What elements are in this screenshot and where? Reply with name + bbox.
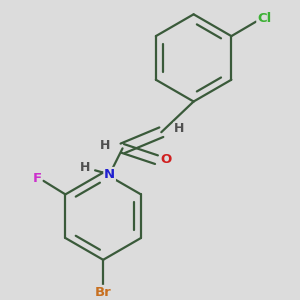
Text: Cl: Cl [257,12,271,25]
Text: F: F [32,172,42,185]
Text: N: N [104,168,115,181]
Text: H: H [100,139,110,152]
Text: H: H [80,161,91,174]
Text: H: H [174,122,184,136]
Text: O: O [160,153,172,166]
Text: Br: Br [95,286,112,298]
